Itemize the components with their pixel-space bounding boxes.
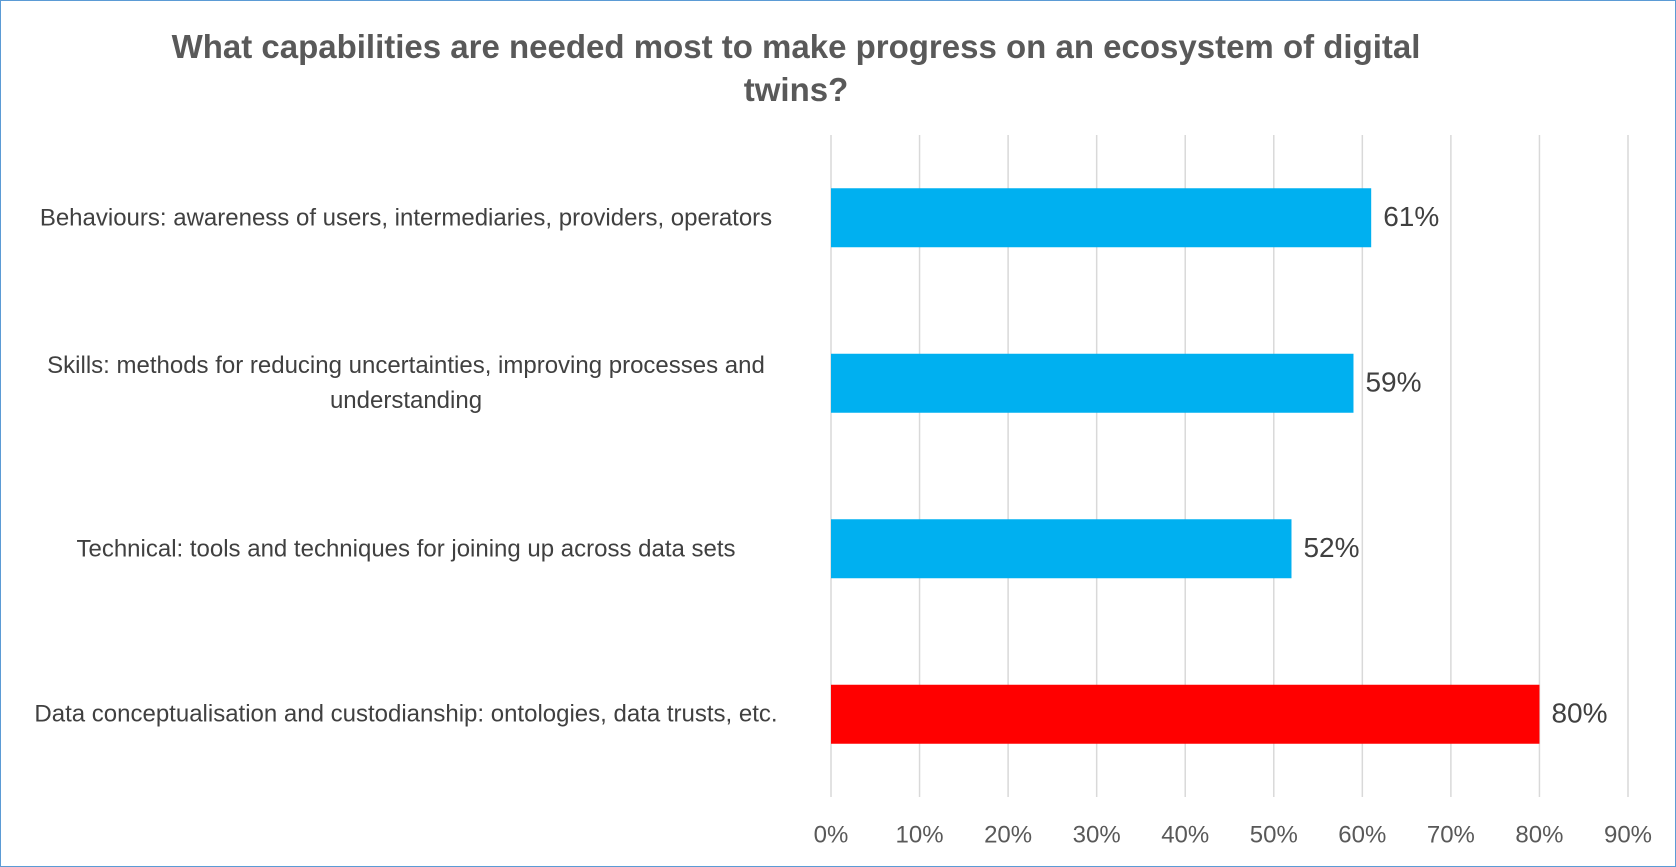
chart-title: What capabilities are needed most to mak… xyxy=(171,28,1421,108)
x-tick-label: 0% xyxy=(814,821,849,848)
y-tick-label: Behaviours: awareness of users, intermed… xyxy=(39,204,773,232)
x-tick-label: 30% xyxy=(1073,821,1121,848)
bar xyxy=(831,188,1372,248)
x-tick-label: 60% xyxy=(1338,821,1386,848)
bar xyxy=(831,684,1540,744)
value-label: 80% xyxy=(1551,698,1607,729)
x-tick-label: 10% xyxy=(896,821,944,848)
x-tick-label: 90% xyxy=(1604,821,1652,848)
y-tick-label: Skills: methods for reducing uncertainti… xyxy=(47,352,765,415)
y-tick-label: Technical: tools and techniques for join… xyxy=(76,535,736,563)
x-tick-label: 70% xyxy=(1427,821,1475,848)
value-label: 52% xyxy=(1303,532,1359,563)
value-label: 61% xyxy=(1383,201,1439,232)
x-tick-label: 50% xyxy=(1250,821,1298,848)
y-tick-label: Data conceptualisation and custodianship… xyxy=(34,700,778,728)
x-tick-label: 80% xyxy=(1515,821,1563,848)
value-label: 59% xyxy=(1365,367,1421,398)
x-tick-label: 40% xyxy=(1161,821,1209,848)
x-tick-label: 20% xyxy=(984,821,1032,848)
bar xyxy=(831,353,1354,413)
bar xyxy=(831,519,1292,579)
